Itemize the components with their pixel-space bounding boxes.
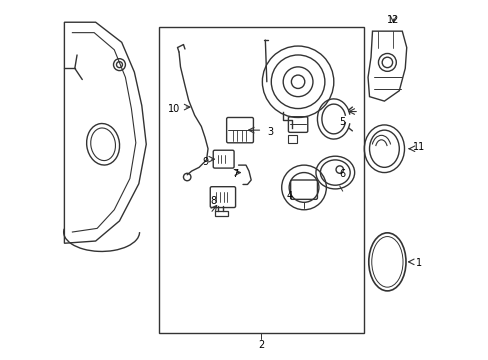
Bar <box>159 27 363 333</box>
Text: 2: 2 <box>258 340 264 350</box>
Text: 9: 9 <box>203 157 208 167</box>
Text: 4: 4 <box>285 192 292 201</box>
Text: 6: 6 <box>339 169 345 179</box>
Text: 1: 1 <box>415 258 422 268</box>
Text: 7: 7 <box>232 169 238 179</box>
Text: 12: 12 <box>386 15 399 25</box>
Text: 3: 3 <box>267 127 273 138</box>
Bar <box>287 135 296 143</box>
Text: 11: 11 <box>412 141 425 152</box>
Text: 5: 5 <box>339 117 345 127</box>
Text: 10: 10 <box>167 104 180 114</box>
Text: 8: 8 <box>210 196 216 206</box>
Bar <box>214 211 228 216</box>
